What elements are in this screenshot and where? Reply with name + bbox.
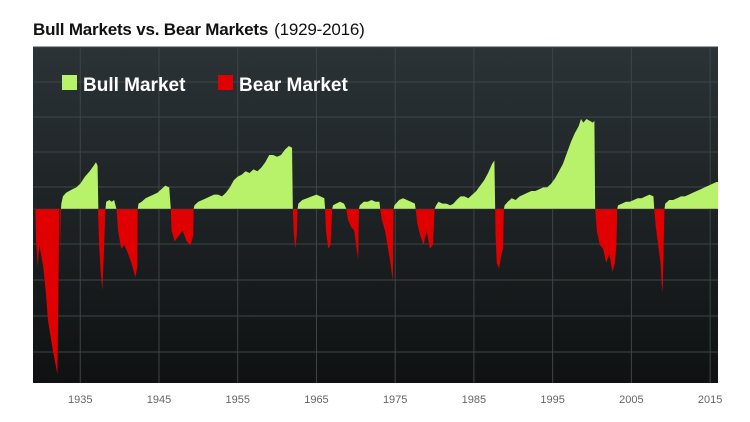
- legend: Bull Market Bear Market: [62, 75, 348, 96]
- grid-lines: [33, 46, 718, 383]
- bear-market-area: [35, 209, 665, 375]
- x-tick-label: 1995: [540, 394, 564, 406]
- x-tick-label: 1985: [462, 394, 486, 406]
- legend-bull-label: Bull Market: [83, 75, 186, 96]
- legend-bear-swatch: [218, 75, 233, 90]
- x-tick-label: 1965: [304, 394, 328, 406]
- series-areas: [35, 119, 718, 375]
- chart-subtitle: (1929-2016): [274, 20, 365, 39]
- chart-title: Bull Markets vs. Bear Markets: [33, 20, 269, 39]
- x-axis-ticks: 1935 1945 1955 1965 1975 1985 1995 2005 2015: [68, 394, 722, 406]
- x-tick-label: 1935: [68, 394, 92, 406]
- bull-market-area: [60, 119, 718, 209]
- x-tick-label: 1955: [225, 394, 249, 406]
- x-tick-label: 1945: [147, 394, 171, 406]
- chart-title-row: Bull Markets vs. Bear Markets (1929-2016): [33, 20, 365, 40]
- x-tick-label: 2015: [698, 394, 722, 406]
- legend-bull-swatch: [62, 75, 77, 90]
- legend-bear-label: Bear Market: [239, 75, 348, 96]
- x-tick-label: 1975: [383, 394, 407, 406]
- x-tick-label: 2005: [619, 394, 643, 406]
